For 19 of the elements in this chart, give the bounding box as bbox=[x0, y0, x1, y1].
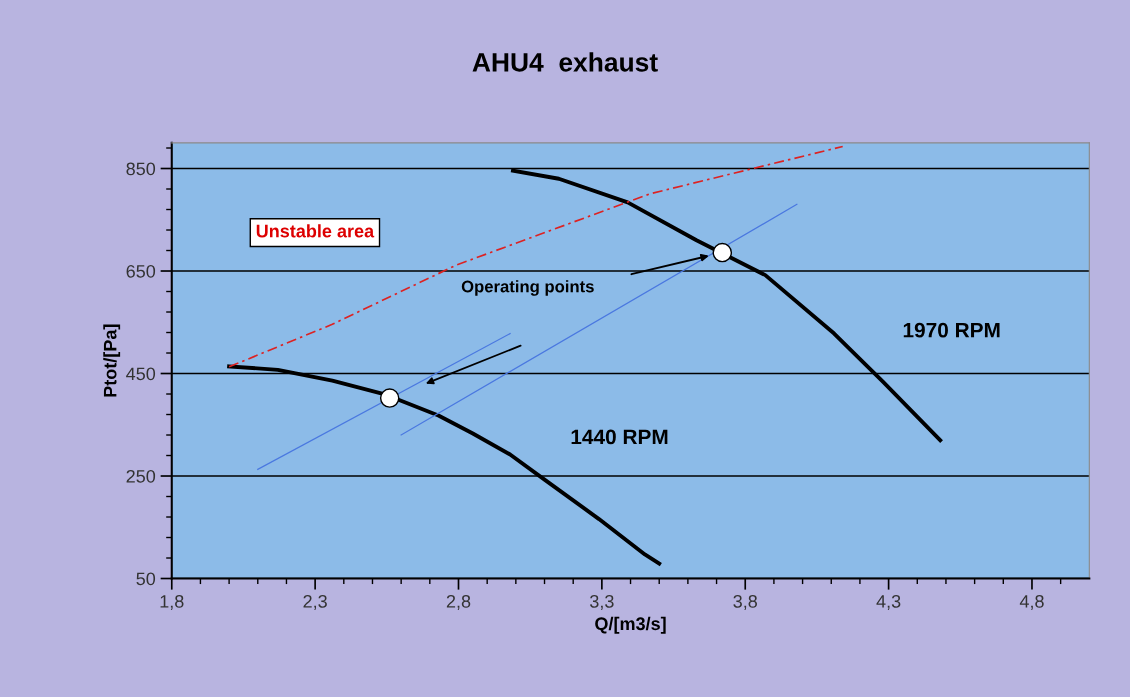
x-tick-label: 4,8 bbox=[1019, 594, 1044, 610]
annotation: 1970 RPM bbox=[903, 322, 1000, 338]
y-tick-label: 650 bbox=[126, 264, 156, 278]
y-tick-label: 250 bbox=[126, 469, 156, 483]
x-axis-title: Q/[m3/s] bbox=[595, 616, 666, 634]
x-tick-label: 3,3 bbox=[590, 594, 614, 610]
x-tick-label: 4,3 bbox=[876, 594, 901, 610]
y-tick-label: 450 bbox=[126, 367, 156, 381]
annotation: Unstable area bbox=[256, 224, 375, 238]
annotation: Operating points bbox=[461, 280, 594, 296]
y-tick-label: 50 bbox=[136, 572, 156, 586]
annotation: 1440 RPM bbox=[571, 429, 668, 445]
x-tick-label: 3,8 bbox=[733, 594, 757, 610]
y-tick-label: 850 bbox=[126, 162, 156, 176]
x-tick-label: 2,8 bbox=[446, 594, 471, 610]
x-tick-label: 1,8 bbox=[160, 594, 184, 610]
chart-title: AHU4 exhaust bbox=[472, 52, 658, 72]
x-tick-label: 2,3 bbox=[303, 594, 327, 610]
y-axis-title: Ptot/[Pa] bbox=[103, 324, 121, 397]
